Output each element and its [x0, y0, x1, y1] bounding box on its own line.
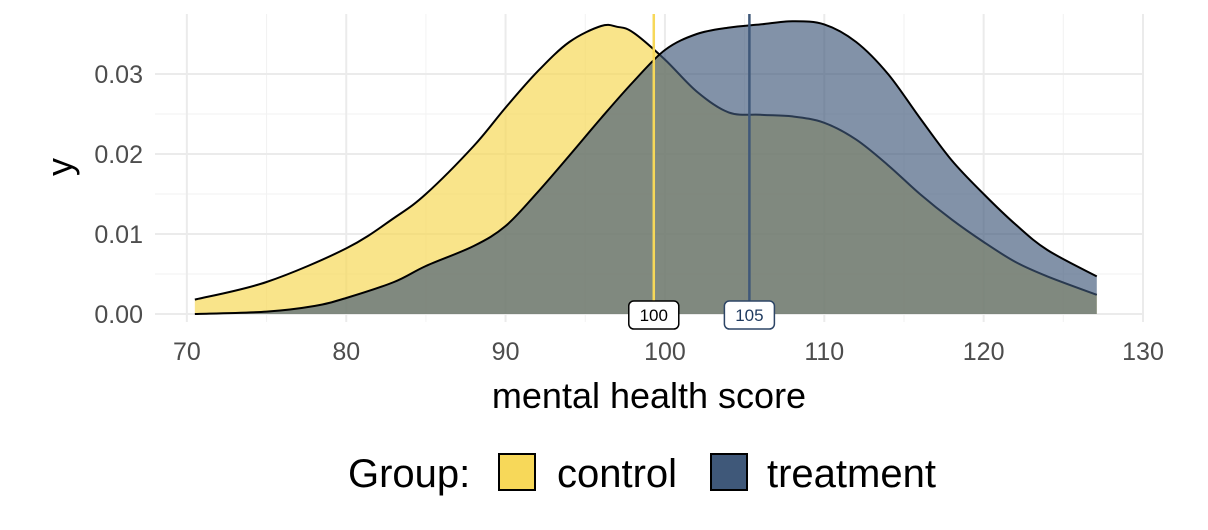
y-tick-label: 0.02 [94, 141, 143, 169]
x-axis-title: mental health score [492, 375, 806, 416]
mean-label-treatment: 105 [735, 306, 763, 325]
x-tick-label: 80 [332, 338, 360, 366]
y-axis-ticks: 0.00 0.01 0.02 0.03 [94, 61, 143, 329]
x-tick-label: 110 [804, 338, 844, 366]
density-areas [194, 20, 1098, 315]
x-tick-label: 130 [1122, 338, 1164, 366]
x-tick-label: 100 [644, 338, 686, 366]
legend-title: Group: [348, 452, 470, 496]
x-tick-label: 120 [963, 338, 1005, 366]
mean-label-control: 100 [640, 306, 668, 325]
mean-lines: 100 105 [628, 14, 776, 330]
y-tick-label: 0.01 [94, 221, 143, 249]
y-tick-label: 0.00 [94, 301, 143, 329]
legend: Group: control treatment [348, 452, 936, 496]
y-axis-title: y [39, 158, 80, 176]
legend-swatch-treatment [710, 453, 748, 491]
mean-label-box-treatment [723, 300, 776, 330]
x-tick-label: 90 [492, 338, 520, 366]
density-outline-treatment [194, 20, 1098, 315]
x-axis-ticks: 70 80 90 100 110 120 130 [173, 338, 1164, 366]
legend-label-control: control [557, 452, 677, 496]
y-tick-label: 0.03 [94, 61, 143, 89]
legend-label-treatment: treatment [767, 452, 936, 496]
x-tick-label: 70 [173, 338, 201, 366]
legend-swatch-control [498, 453, 536, 491]
mean-label-box-control [628, 300, 680, 330]
density-area-treatment [194, 21, 1097, 315]
